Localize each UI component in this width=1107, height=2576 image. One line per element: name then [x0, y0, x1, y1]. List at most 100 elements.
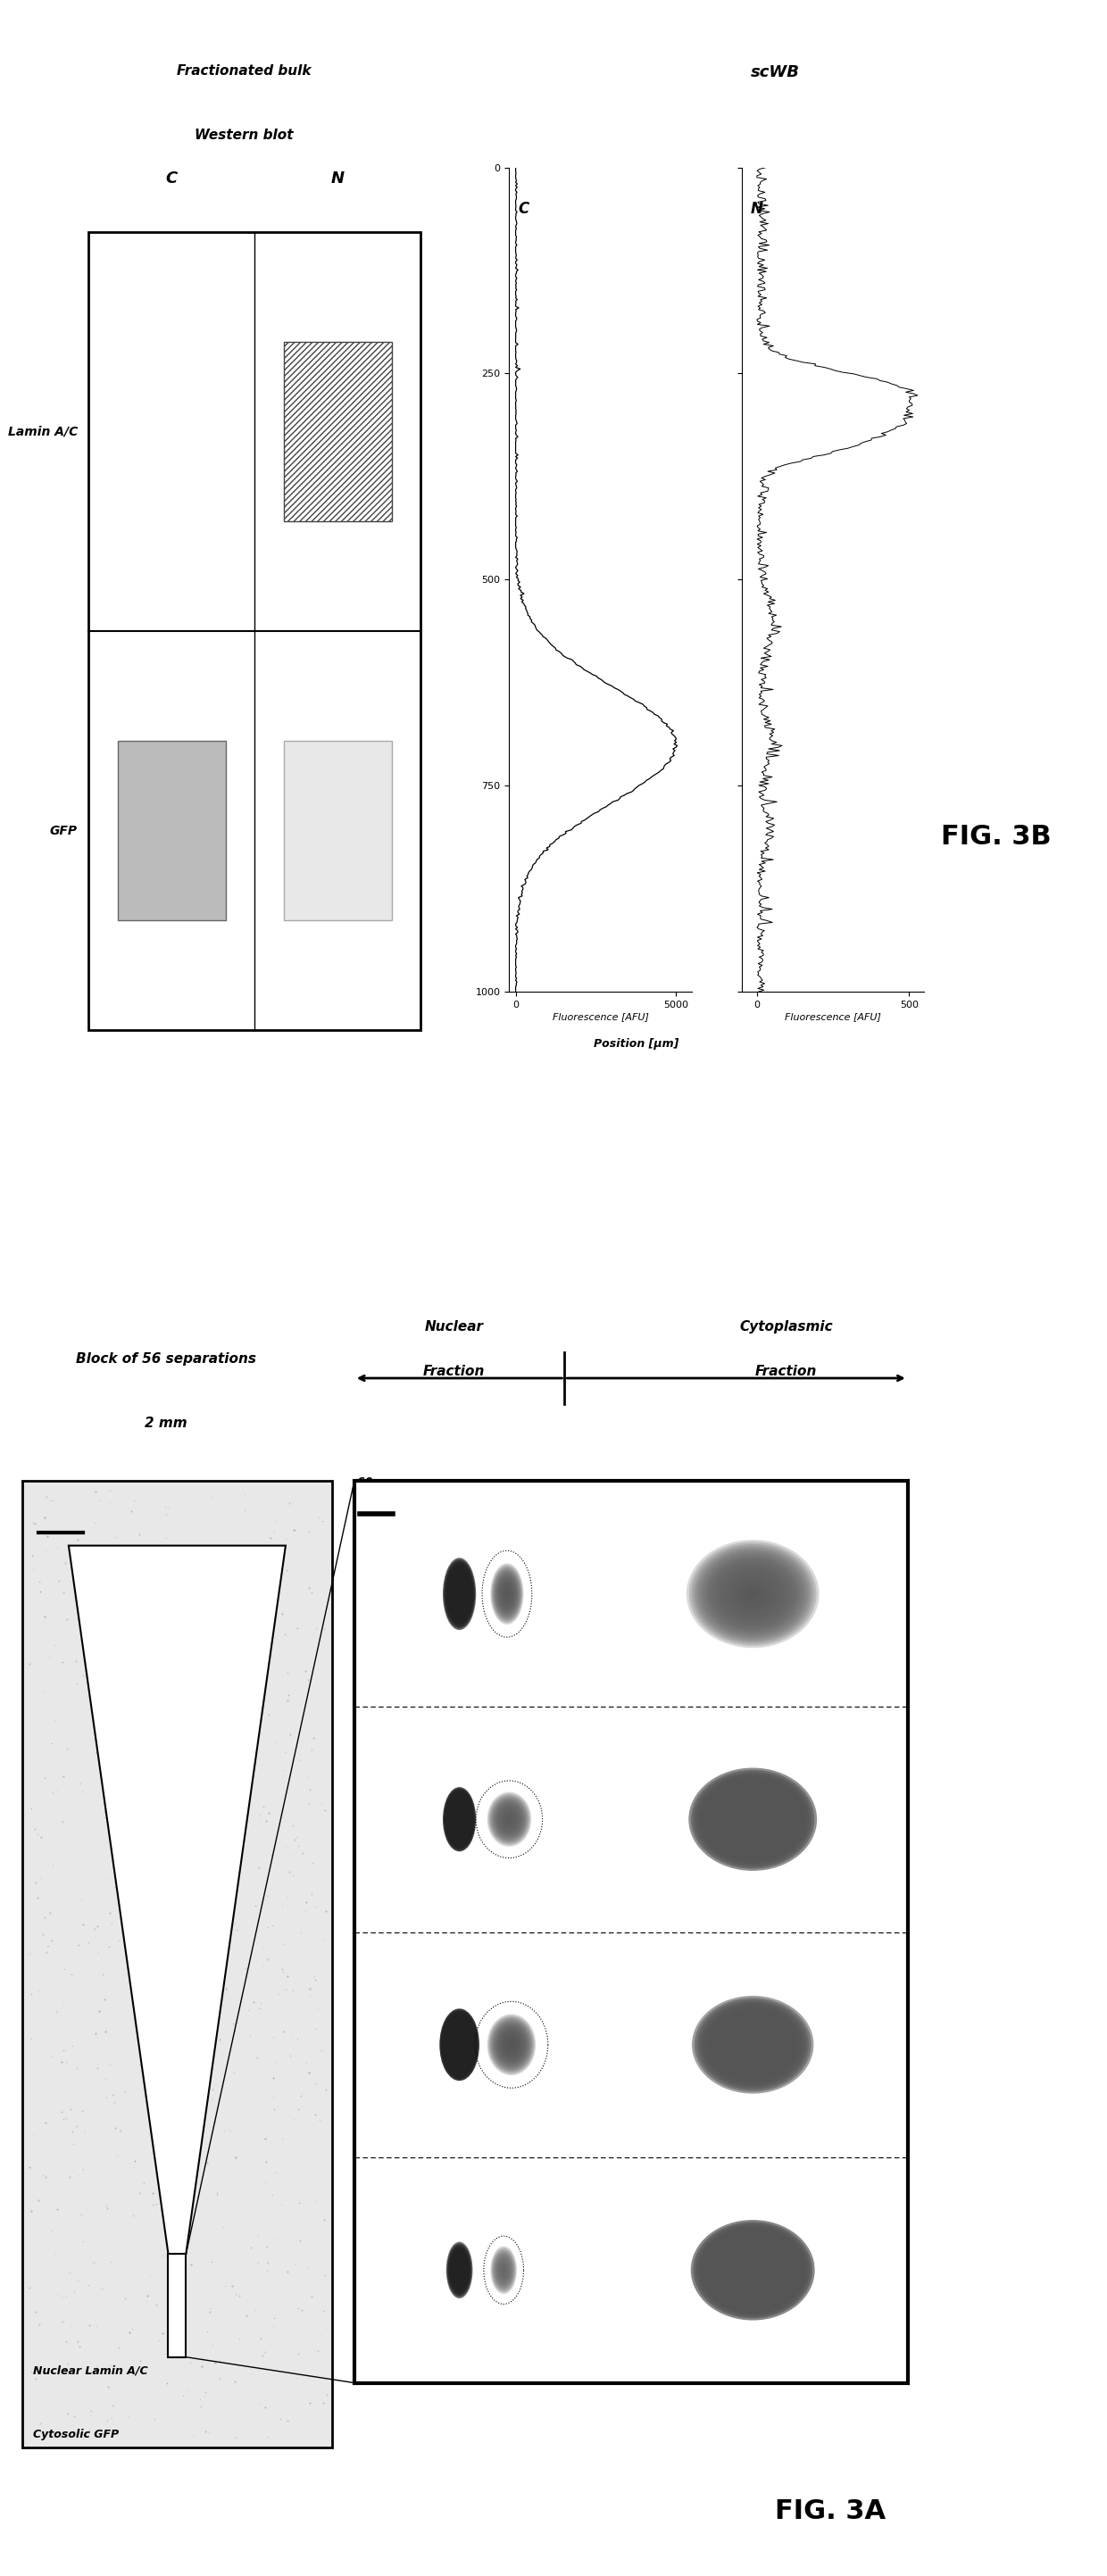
Point: [259, 2241, 277, 2282]
Point: [95, 1795, 113, 1837]
Ellipse shape: [495, 1571, 519, 1618]
Point: [262, 1834, 280, 1875]
Point: [118, 1685, 136, 1726]
Ellipse shape: [694, 1546, 811, 1641]
Ellipse shape: [458, 1819, 461, 1821]
Point: [107, 1517, 125, 1558]
Point: [254, 2334, 271, 2375]
Point: [252, 1744, 270, 1785]
Point: [34, 1914, 52, 1955]
Point: [225, 1775, 242, 1816]
Point: [27, 2357, 44, 2398]
Point: [54, 2300, 72, 2342]
Point: [82, 1564, 100, 1605]
Point: [198, 1929, 216, 1971]
Ellipse shape: [714, 1788, 792, 1850]
Ellipse shape: [446, 1566, 473, 1623]
Point: [27, 1502, 44, 1543]
Point: [165, 1785, 183, 1826]
Point: [281, 2035, 299, 2076]
Point: [116, 1708, 134, 1749]
Point: [20, 2267, 38, 2308]
Point: [74, 1569, 92, 1610]
Point: [64, 2123, 82, 2164]
Point: [153, 2233, 170, 2275]
Point: [73, 2092, 91, 2133]
Ellipse shape: [454, 1584, 465, 1605]
Point: [303, 2277, 321, 2318]
Point: [267, 1499, 284, 1540]
Point: [22, 1973, 40, 2014]
Point: [174, 2009, 192, 2050]
Point: [138, 2275, 156, 2316]
Point: [224, 2264, 241, 2306]
Point: [74, 1904, 92, 1945]
Bar: [89, 232, 421, 1030]
Point: [244, 1651, 261, 1692]
Ellipse shape: [694, 1772, 811, 1868]
Point: [299, 1757, 317, 1798]
Point: [273, 2117, 291, 2159]
Point: [265, 2017, 282, 2058]
Point: [54, 2030, 72, 2071]
Point: [303, 1571, 321, 1613]
Ellipse shape: [457, 2267, 462, 2275]
Ellipse shape: [488, 2014, 535, 2074]
Ellipse shape: [496, 1574, 518, 1613]
Ellipse shape: [448, 2246, 470, 2295]
Point: [166, 1631, 184, 1672]
Point: [56, 2043, 74, 2084]
Ellipse shape: [498, 1806, 520, 1834]
Point: [276, 2012, 293, 2053]
Point: [183, 1641, 200, 1682]
Point: [152, 1929, 169, 1971]
Point: [207, 1757, 225, 1798]
Point: [30, 2179, 48, 2221]
Point: [121, 1728, 138, 1770]
Bar: [117, 742, 226, 920]
Ellipse shape: [501, 2032, 521, 2058]
Text: Lamin A/C: Lamin A/C: [8, 425, 77, 438]
Ellipse shape: [715, 1564, 790, 1625]
Ellipse shape: [731, 2027, 775, 2063]
Point: [226, 2009, 244, 2050]
Ellipse shape: [444, 2017, 475, 2074]
Point: [20, 1643, 38, 1685]
Point: [307, 2063, 324, 2105]
Point: [131, 2172, 148, 2213]
Ellipse shape: [455, 1811, 464, 1826]
Polygon shape: [69, 1546, 286, 2254]
Point: [298, 2043, 315, 2084]
Point: [239, 1597, 257, 1638]
Point: [257, 2388, 275, 2429]
Ellipse shape: [448, 2246, 470, 2293]
Ellipse shape: [496, 2257, 511, 2285]
Point: [283, 1855, 301, 1896]
Point: [124, 2195, 142, 2236]
Point: [121, 1638, 138, 1680]
Point: [100, 1659, 117, 1700]
Ellipse shape: [455, 2038, 464, 2053]
Ellipse shape: [691, 1770, 815, 1868]
Point: [136, 1641, 154, 1682]
Point: [145, 1718, 163, 1759]
Point: [221, 2110, 239, 2151]
Point: [304, 1718, 322, 1759]
Ellipse shape: [497, 2027, 526, 2063]
Ellipse shape: [745, 2264, 761, 2277]
Ellipse shape: [727, 1798, 778, 1839]
Point: [96, 1978, 114, 2020]
Point: [301, 1770, 319, 1811]
Ellipse shape: [733, 2254, 773, 2285]
Ellipse shape: [703, 2231, 803, 2311]
Point: [146, 2398, 164, 2439]
Point: [199, 1765, 217, 1806]
Ellipse shape: [733, 2030, 773, 2061]
Point: [29, 1528, 46, 1569]
Point: [59, 1600, 76, 1641]
Ellipse shape: [498, 2027, 525, 2061]
Point: [218, 1922, 236, 1963]
Point: [116, 1927, 134, 1968]
Point: [135, 2161, 153, 2202]
Point: [24, 2112, 42, 2154]
